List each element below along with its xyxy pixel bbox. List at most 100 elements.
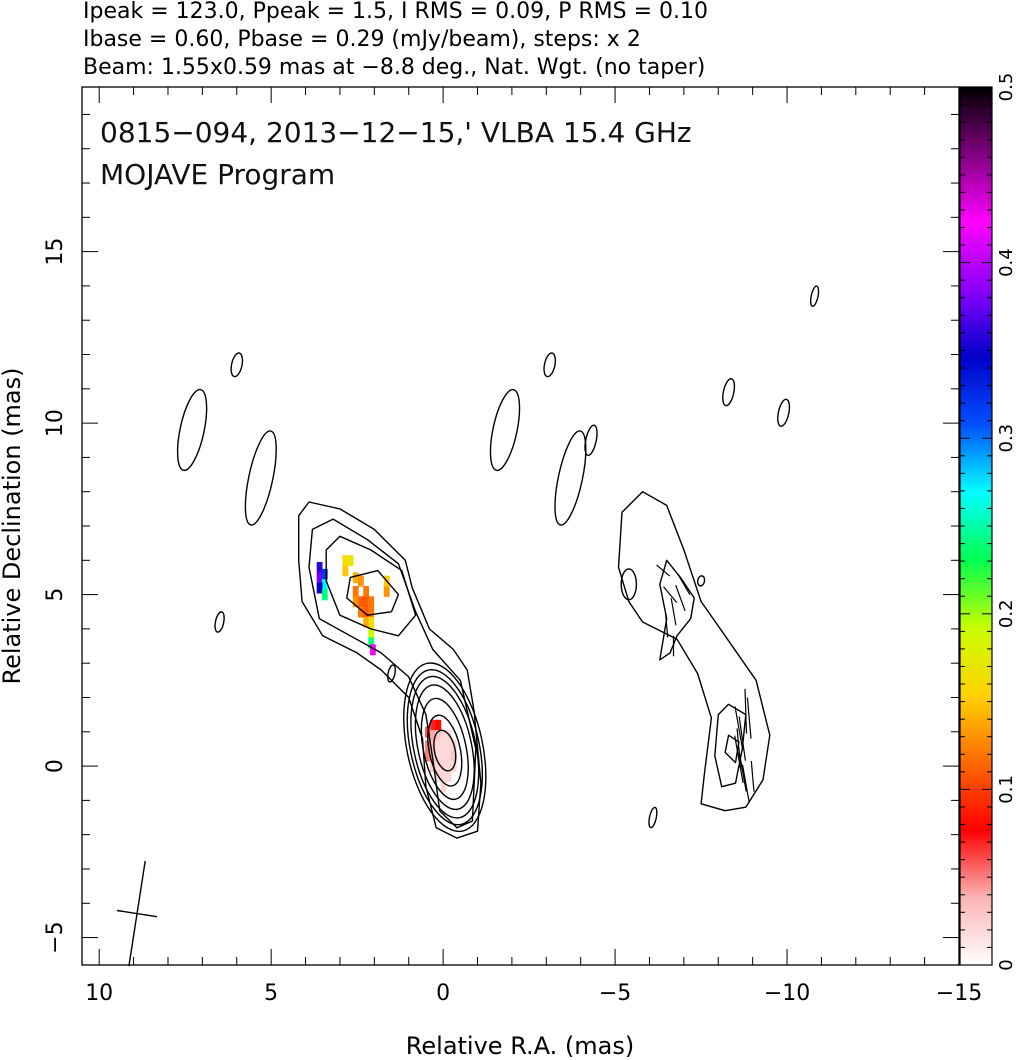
contour-island — [489, 388, 521, 472]
pol-fraction-pixel — [347, 555, 354, 567]
pol-fraction-pixel — [430, 730, 436, 741]
colorbar-tick-label: 0.1 — [996, 775, 1017, 804]
jet-contour-inner — [325, 535, 417, 637]
y-tick-label: 5 — [43, 588, 68, 602]
core-contour — [403, 662, 487, 833]
evpa-vector — [663, 586, 678, 603]
evpa-vector — [736, 728, 742, 770]
pol-fraction-pixel — [435, 719, 442, 731]
x-tick-label: 5 — [264, 981, 278, 1006]
jet-contour-outer — [298, 501, 482, 839]
pol-fraction-pixel — [435, 760, 442, 772]
source-annotation: 0815−094, 2013−12−15,' VLBA 15.4 GHz — [100, 116, 692, 149]
contour-island — [543, 352, 557, 378]
contour-island — [387, 664, 396, 683]
pol-fraction-pixel — [342, 565, 349, 577]
pol-fraction-pixel — [358, 575, 364, 587]
jet-contour-innermost — [346, 569, 400, 616]
pol-fraction-pixel — [321, 579, 328, 591]
pol-fraction-pixel — [430, 719, 436, 731]
contour-island — [696, 575, 706, 587]
pol-fraction-pixel — [321, 589, 328, 601]
contour-island — [176, 388, 208, 472]
evpa-vector — [734, 706, 744, 751]
core-contour — [427, 714, 463, 787]
pol-fraction-pixel — [445, 740, 452, 752]
pol-contour-inner — [724, 734, 740, 764]
evpa-vector — [665, 613, 669, 638]
pol-fraction-pixel — [321, 568, 328, 580]
contour-island — [230, 352, 244, 378]
pol-fraction-pixel — [316, 572, 323, 584]
pol-fraction-pixel — [450, 750, 457, 762]
y-tick-label: −5 — [43, 921, 68, 953]
evpa-vector — [746, 697, 752, 739]
contour-island — [722, 378, 736, 407]
pol-fraction-pixel — [430, 750, 436, 762]
colorbar-tick-label: 0.5 — [996, 73, 1017, 102]
plot-frame — [81, 86, 960, 966]
x-tick-label: 10 — [85, 981, 113, 1006]
pol-contour-upper — [659, 559, 695, 661]
pol-fraction-pixel — [368, 616, 375, 628]
pol-fraction-pixel — [440, 771, 447, 783]
evpa-vector — [656, 564, 671, 577]
evpa-vector — [744, 688, 748, 734]
y-tick-label: 15 — [43, 238, 68, 266]
core-contour — [433, 729, 457, 772]
header-line-2: Ibase = 0.60, Pbase = 0.29 (mJy/beam), s… — [83, 27, 641, 52]
colorbar-ticks: 0 0.1 0.2 0.3 0.4 0.5 — [960, 73, 1017, 971]
evpa-vector — [677, 573, 691, 596]
pol-fraction-pixel — [435, 740, 442, 752]
pol-fraction-pixel — [363, 606, 369, 618]
header-line-1: Ipeak = 123.0, Ppeak = 1.5, I RMS = 0.09… — [83, 0, 708, 24]
core-contour — [414, 684, 475, 811]
beam-minor-axis — [116, 909, 158, 918]
pol-fraction-pixel — [352, 572, 359, 584]
colorbar-tick-label: 0.3 — [996, 424, 1017, 453]
evpa-vector — [734, 735, 744, 784]
pol-fraction-pixel — [445, 771, 452, 783]
pol-fraction-pixel — [440, 730, 447, 741]
plot-area — [116, 285, 820, 967]
pol-contour-oval — [620, 568, 638, 601]
contour-island — [809, 285, 820, 307]
pol-fraction-pixel — [316, 582, 323, 594]
pol-contour-outer — [617, 491, 771, 812]
pol-fraction-pixel — [363, 616, 369, 628]
pol-fraction-pixel — [363, 586, 369, 597]
x-axis-label: Relative R.A. (mas) — [406, 1032, 634, 1060]
pol-fraction-pixel — [440, 740, 447, 752]
pol-fraction-pixel — [342, 555, 349, 567]
pol-fraction-pixel — [316, 562, 323, 573]
y-tick-label: 10 — [43, 409, 68, 437]
y-tick-label: 0 — [43, 759, 68, 773]
header-line-3: Beam: 1.55x0.59 mas at −8.8 deg., Nat. W… — [83, 55, 705, 80]
evpa-vector — [670, 598, 677, 626]
pol-fraction-pixel — [435, 730, 442, 741]
evpa-vector — [741, 764, 750, 802]
pol-fraction-pixel — [445, 750, 452, 762]
evpa-vector — [738, 716, 746, 761]
pol-fraction-pixel — [352, 586, 359, 597]
contour-island — [214, 611, 225, 633]
contour-island — [244, 430, 277, 526]
program-annotation: MOJAVE Program — [100, 158, 335, 191]
core-contour — [410, 675, 480, 819]
pol-fraction-pixel — [368, 637, 375, 649]
contour-island — [584, 424, 598, 457]
pol-fraction-pixel — [440, 750, 447, 762]
pol-fraction-pixel — [368, 606, 375, 618]
pol-fraction-pixel — [383, 586, 390, 597]
x-tick-label: −15 — [936, 981, 982, 1006]
x-tick-label: −10 — [764, 981, 810, 1006]
colorbar-tick-label: 0.2 — [996, 599, 1017, 628]
contour-island — [777, 398, 791, 427]
pol-fraction-pixel — [358, 596, 364, 608]
contour-island — [648, 806, 658, 829]
pol-fraction-pixel — [358, 606, 364, 618]
contour-island — [554, 430, 587, 526]
pol-fraction-pixel — [440, 760, 447, 772]
pol-fraction-pixel — [352, 596, 359, 608]
pol-fraction-pixel — [430, 740, 436, 752]
